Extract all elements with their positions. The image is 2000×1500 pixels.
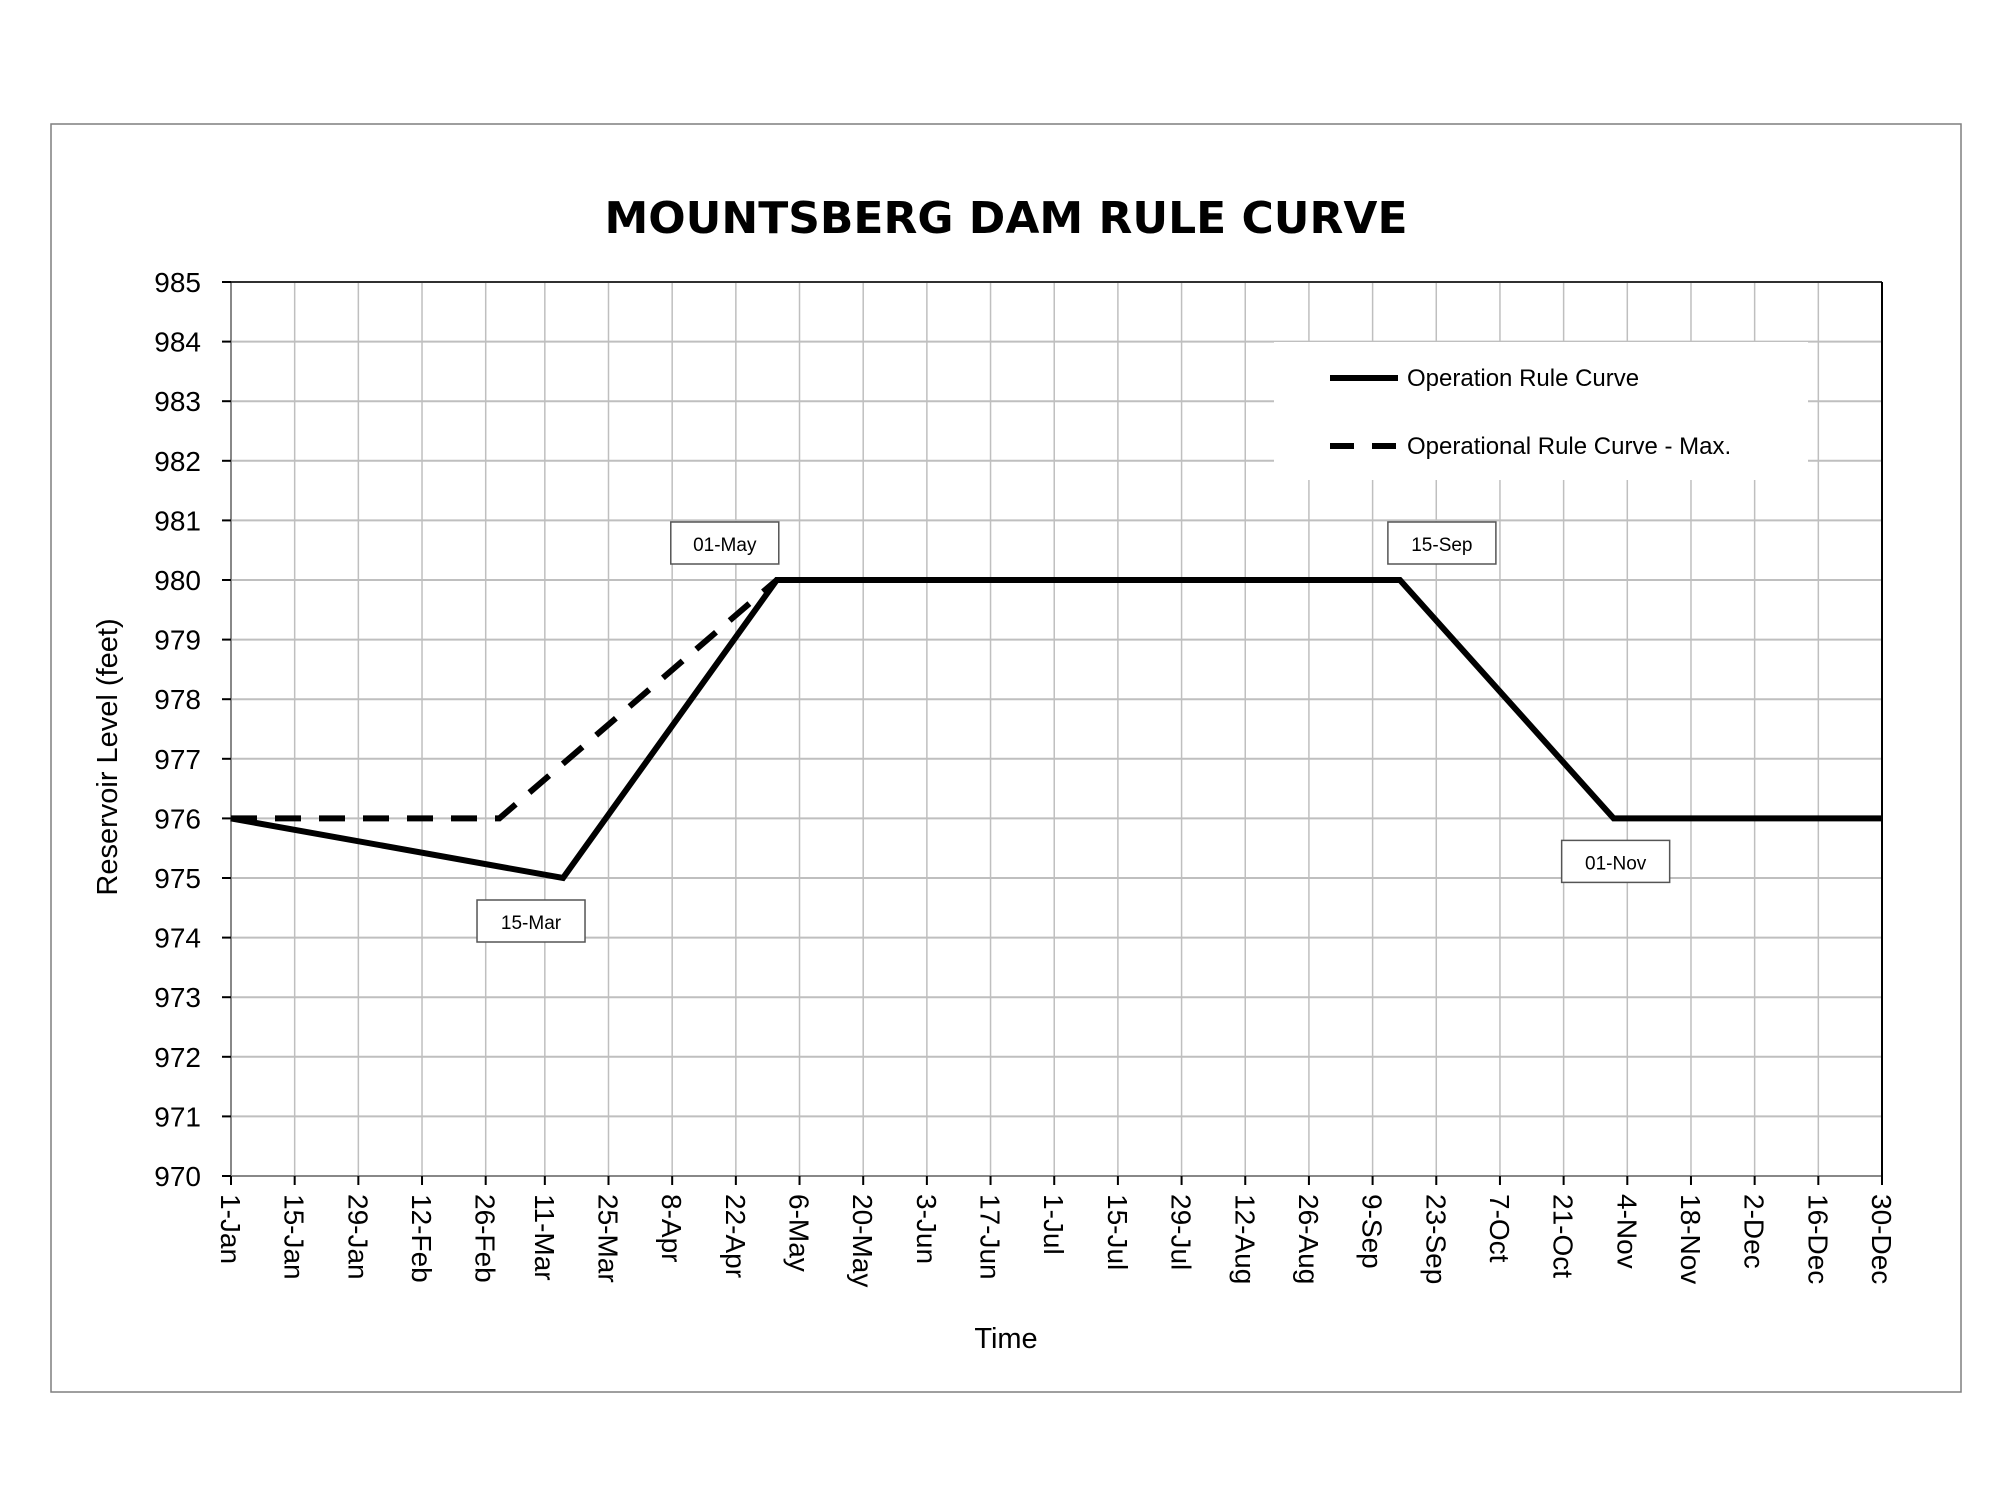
annotation-label: 01-May: [693, 535, 757, 556]
legend-box: [1274, 342, 1808, 480]
y-tick-label: 984: [154, 327, 201, 358]
x-tick-label: 4-Nov: [1611, 1194, 1642, 1269]
y-axis-label: Reservoir Level (feet): [92, 618, 124, 895]
x-tick-label: 12-Feb: [406, 1194, 437, 1283]
y-tick-label: 974: [154, 923, 201, 954]
axes: [230, 281, 1883, 1177]
y-tick-label: 973: [154, 982, 201, 1013]
legend-label: Operational Rule Curve - Max.: [1407, 433, 1731, 460]
series-line-max: [231, 577, 779, 822]
x-tick-label: 29-Jul: [1166, 1194, 1197, 1270]
y-tick-label: 977: [154, 744, 201, 775]
series: [230, 577, 1882, 882]
y-tick-label: 978: [154, 684, 201, 715]
x-tick-label: 1-Jul: [1038, 1194, 1069, 1255]
annotation-box: [476, 899, 586, 943]
annotation-label: 01-Nov: [1585, 853, 1647, 874]
x-tick-label: 12-Aug: [1229, 1194, 1260, 1284]
y-axis-ticks: 970 971 972 973 974 975 976 977 978 979 980 981 982 9…: [154, 267, 231, 1192]
x-tick-label: 23-Sep: [1420, 1194, 1451, 1284]
x-tick-label: 2-Dec: [1739, 1194, 1770, 1269]
chart-title: MOUNTSBERG DAM RULE CURVE: [604, 193, 1407, 244]
x-tick-label: 7-Oct: [1484, 1194, 1515, 1263]
x-tick-label: 20-May: [847, 1194, 878, 1287]
x-tick-label: 17-Jun: [975, 1194, 1006, 1280]
x-tick-label: 26-Aug: [1293, 1194, 1324, 1284]
x-tick-label: 3-Jun: [911, 1194, 942, 1264]
y-tick-label: 981: [154, 505, 201, 536]
annotations: 15-Mar 01-May 15-Sep 01-Nov: [476, 521, 1671, 943]
x-axis-ticks: 1-Jan 15-Jan 29-Jan 12-Feb 26-Feb 11-Mar 25-Ma…: [215, 1176, 1897, 1287]
y-tick-label: 983: [154, 386, 201, 417]
y-tick-label: 975: [154, 863, 201, 894]
x-tick-label: 6-May: [784, 1194, 815, 1272]
x-tick-label: 25-Mar: [593, 1194, 624, 1283]
series-line-operation: [230, 577, 1882, 882]
x-tick-label: 21-Oct: [1548, 1194, 1579, 1278]
legend: Operation Rule Curve Operational Rule Cur…: [1274, 342, 1808, 480]
annotation-box: [1387, 521, 1497, 565]
y-tick-label: 970: [154, 1161, 201, 1192]
x-axis-label: Time: [974, 1323, 1037, 1355]
y-tick-label: 979: [154, 625, 201, 656]
x-tick-label: 16-Dec: [1802, 1194, 1833, 1284]
annotation-box: [670, 521, 780, 565]
annotation-box: [1560, 839, 1671, 884]
x-tick-label: 11-Mar: [529, 1194, 560, 1281]
x-tick-label: 15-Jan: [279, 1194, 310, 1280]
y-tick-label: 982: [154, 446, 201, 477]
x-tick-label: 18-Nov: [1675, 1194, 1706, 1284]
x-tick-label: 9-Sep: [1357, 1194, 1388, 1269]
legend-label: Operation Rule Curve: [1407, 365, 1639, 392]
x-tick-label: 15-Jul: [1102, 1194, 1133, 1270]
x-tick-label: 29-Jan: [342, 1194, 373, 1280]
x-tick-label: 26-Feb: [470, 1194, 501, 1283]
x-tick-label: 8-Apr: [656, 1194, 687, 1262]
x-tick-label: 30-Dec: [1866, 1194, 1897, 1284]
y-tick-label: 985: [154, 267, 201, 298]
x-tick-label: 22-Apr: [720, 1194, 751, 1278]
annotation-label: 15-Sep: [1411, 535, 1472, 556]
y-tick-label: 976: [154, 803, 201, 834]
annotation-label: 15-Mar: [501, 913, 562, 934]
x-tick-label: 1-Jan: [215, 1194, 246, 1264]
y-tick-label: 971: [154, 1101, 201, 1132]
y-tick-label: 972: [154, 1042, 201, 1073]
y-tick-label: 980: [154, 565, 201, 596]
